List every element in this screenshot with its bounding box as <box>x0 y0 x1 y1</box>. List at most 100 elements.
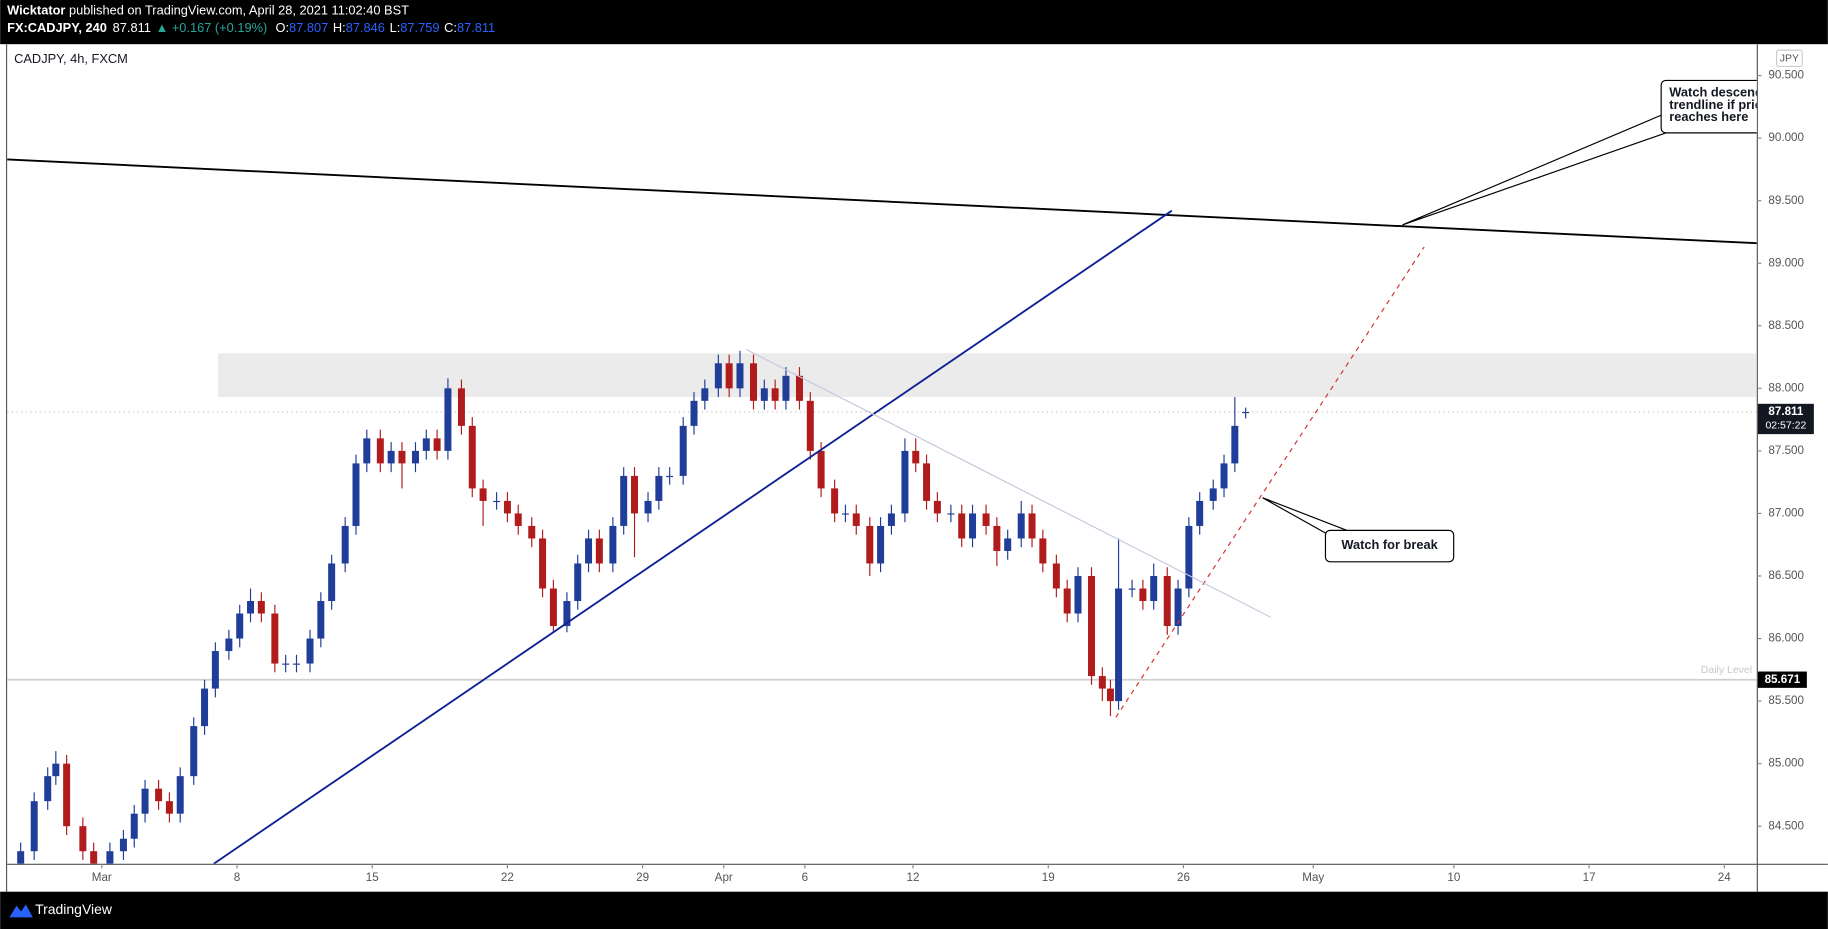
candle-body <box>271 613 279 664</box>
candle-body <box>725 363 733 389</box>
x-tick-label: 6 <box>802 871 808 884</box>
candle-body <box>119 838 127 852</box>
level-label: Daily Level <box>1701 665 1752 676</box>
candle-body <box>877 525 885 564</box>
candle-body <box>1017 513 1025 539</box>
candle-body <box>503 500 511 514</box>
candle-body <box>574 563 582 602</box>
candle-body <box>257 601 265 614</box>
level-price: 85.671 <box>1765 673 1801 686</box>
chart-title: CADJPY, 4h, FXCM <box>14 51 128 66</box>
candle-body <box>1115 588 1123 702</box>
x-tick-label: Apr <box>715 871 733 884</box>
x-tick-label: 29 <box>636 871 649 884</box>
trendline <box>746 349 1272 618</box>
callout: Watch for break <box>1262 497 1455 563</box>
candle-body <box>1004 538 1012 551</box>
callout-text: Watch for break <box>1341 537 1438 552</box>
candle-body <box>901 450 909 514</box>
candle-body <box>514 513 522 526</box>
candle-body <box>782 375 790 401</box>
last-price-label: 87.811 <box>1768 405 1803 418</box>
candle-body <box>982 513 990 526</box>
candle-body <box>387 450 395 464</box>
candle-body <box>282 663 290 665</box>
candle-body <box>1174 588 1182 627</box>
x-tick-label: Mar <box>92 871 112 884</box>
candle-body <box>479 488 487 501</box>
candle-body <box>1231 425 1239 464</box>
y-tick-label: 88.500 <box>1768 319 1804 332</box>
y-tick-label: 87.000 <box>1768 507 1804 520</box>
callout-pointer <box>1402 113 1670 226</box>
candle-body <box>376 438 384 464</box>
x-tick-label: 17 <box>1583 871 1596 884</box>
chart-bg <box>0 44 1828 892</box>
callout-box <box>1324 529 1455 563</box>
x-tick-label: 12 <box>907 871 920 884</box>
trendline <box>7 158 1757 245</box>
candle-body <box>433 438 441 451</box>
candle-body <box>225 638 233 652</box>
trendline <box>1115 246 1425 718</box>
candle-body <box>1196 500 1204 526</box>
y-tick-label: 86.500 <box>1768 569 1804 582</box>
ohlc-label: L: <box>390 21 401 36</box>
candle-body <box>306 638 314 664</box>
candle-body <box>852 513 860 526</box>
candle-body <box>155 788 163 802</box>
countdown: 02:57:22 <box>1765 421 1806 432</box>
candle-body <box>1088 575 1096 677</box>
header-line: Wicktator published on TradingView.com, … <box>7 3 409 18</box>
candle-body <box>831 488 839 514</box>
zone <box>218 353 1757 398</box>
candle-body <box>958 513 966 539</box>
x-tick-label: 10 <box>1447 871 1460 884</box>
x-tick-label: 26 <box>1177 871 1190 884</box>
y-tick-label: 85.500 <box>1768 694 1804 707</box>
currency: JPY <box>1780 54 1799 65</box>
candle-body <box>690 400 698 426</box>
trendline <box>213 209 1173 864</box>
candle-body <box>106 851 114 864</box>
candle-body <box>539 538 547 589</box>
candle-body <box>341 525 349 564</box>
last-price: 87.811 <box>113 21 151 36</box>
candle-body <box>701 388 709 401</box>
y-tick-label: 90.000 <box>1768 131 1804 144</box>
x-tick-label: 22 <box>501 871 514 884</box>
candle-body <box>528 525 536 539</box>
candle-body <box>1150 575 1158 602</box>
candle-body <box>1242 411 1250 414</box>
candle-body <box>933 500 941 514</box>
candle-body <box>1098 676 1106 689</box>
candle-body <box>422 438 430 451</box>
candle-body <box>563 601 571 627</box>
candle-body <box>912 450 920 464</box>
axes: 84.500 85.000 85.500 86.000 86.500 87.000 87.5… <box>92 69 1814 884</box>
candle-body <box>666 475 674 478</box>
candle-body <box>644 500 652 514</box>
candle-body <box>1074 575 1082 614</box>
candle-body <box>655 475 663 501</box>
candle-body <box>30 801 38 852</box>
candle-body <box>457 388 465 426</box>
symbol-line: FX:CADJPY, 240 87.811 ▲ +0.167 (+0.19%) O:… <box>7 21 495 36</box>
ohlc-label: H: <box>333 21 346 36</box>
candle-body <box>411 450 419 464</box>
candle-body <box>468 425 476 489</box>
candle-body <box>201 688 209 727</box>
candle-body <box>595 538 603 564</box>
published: published on TradingView.com, April 28, … <box>65 3 409 18</box>
candle-body <box>969 513 977 539</box>
candle-body <box>750 363 757 401</box>
ohlc-value: 87.759 <box>400 21 439 36</box>
ohlc-value: 87.807 <box>289 21 328 36</box>
x-tick-label: May <box>1302 871 1324 884</box>
candle-body <box>1106 688 1114 702</box>
candle-body <box>1163 575 1171 627</box>
candle-body <box>398 450 406 464</box>
candle-body <box>79 826 87 852</box>
